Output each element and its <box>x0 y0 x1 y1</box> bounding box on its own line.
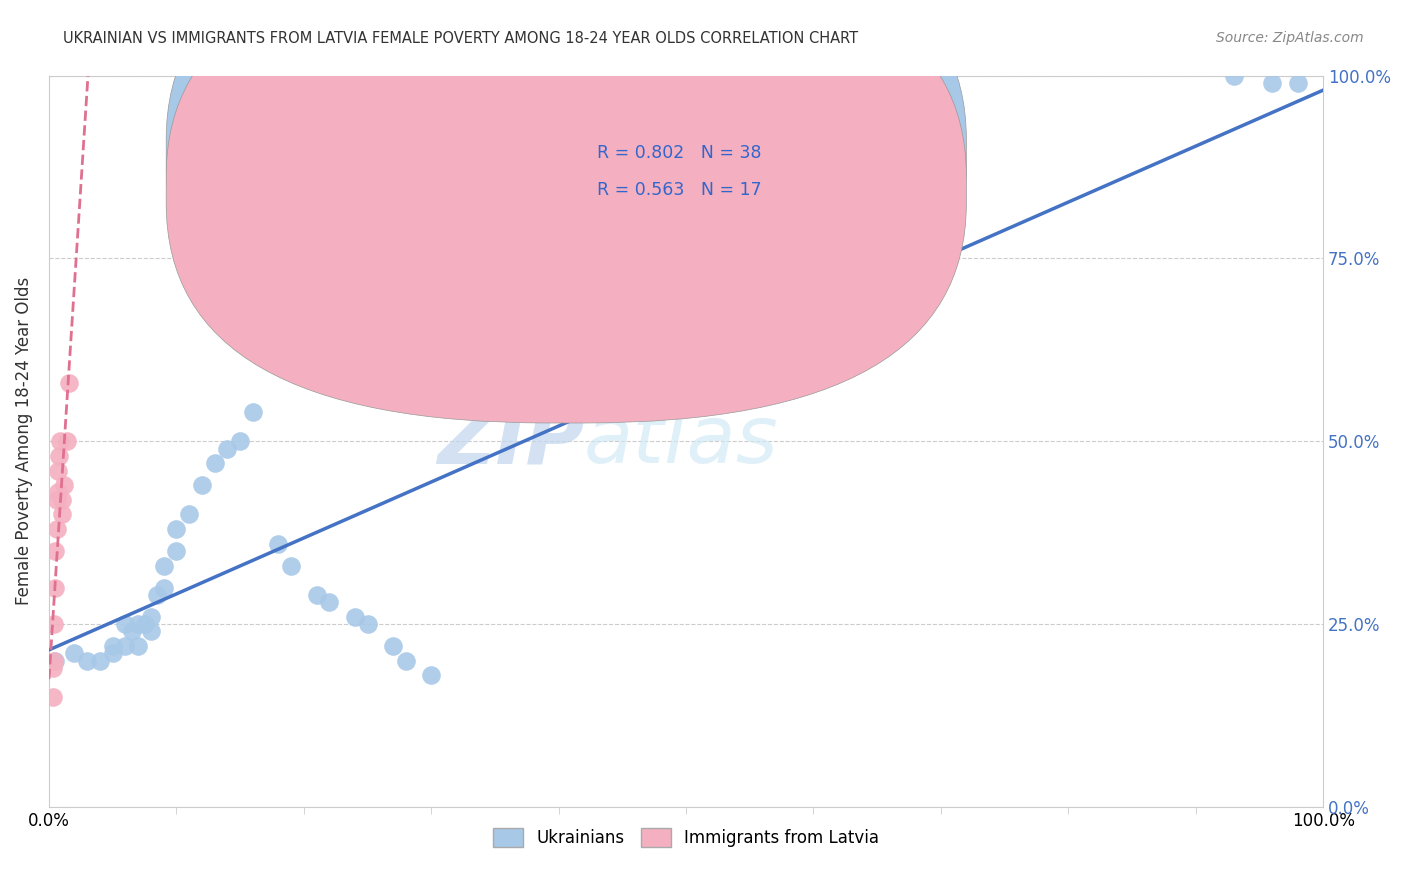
Point <box>42 661 65 675</box>
Point <box>101 639 124 653</box>
Point <box>165 522 187 536</box>
Point <box>42 654 65 668</box>
Point <box>191 478 214 492</box>
Point <box>127 639 149 653</box>
Point <box>101 647 124 661</box>
Point <box>44 654 66 668</box>
Point <box>139 624 162 639</box>
Point <box>42 690 65 705</box>
Point <box>114 617 136 632</box>
Point <box>46 485 69 500</box>
Point <box>318 595 340 609</box>
Point <box>267 537 290 551</box>
Point <box>395 654 418 668</box>
Text: UKRAINIAN VS IMMIGRANTS FROM LATVIA FEMALE POVERTY AMONG 18-24 YEAR OLDS CORRELA: UKRAINIAN VS IMMIGRANTS FROM LATVIA FEMA… <box>63 31 859 46</box>
FancyBboxPatch shape <box>166 0 966 386</box>
Point <box>127 617 149 632</box>
Point <box>165 544 187 558</box>
Point <box>48 449 70 463</box>
Point <box>44 581 66 595</box>
Point <box>89 654 111 668</box>
Point <box>254 310 277 324</box>
Point <box>121 624 143 639</box>
Point <box>1261 76 1284 90</box>
Point <box>45 522 67 536</box>
Text: ZIP: ZIP <box>437 402 583 480</box>
FancyBboxPatch shape <box>527 123 820 219</box>
Text: R = 0.802   N = 38: R = 0.802 N = 38 <box>598 145 762 162</box>
Point <box>46 464 69 478</box>
Point <box>134 617 156 632</box>
Point <box>229 434 252 449</box>
Point <box>242 405 264 419</box>
Point <box>382 639 405 653</box>
Text: atlas: atlas <box>583 402 779 480</box>
Point <box>51 508 73 522</box>
Point <box>217 442 239 456</box>
Y-axis label: Female Poverty Among 18-24 Year Olds: Female Poverty Among 18-24 Year Olds <box>15 277 32 606</box>
Point <box>56 434 79 449</box>
Point <box>42 617 65 632</box>
Point <box>51 492 73 507</box>
Point <box>152 581 174 595</box>
Point <box>1223 69 1246 83</box>
Point <box>76 654 98 668</box>
Point <box>204 456 226 470</box>
Point <box>139 610 162 624</box>
Point <box>280 558 302 573</box>
Point <box>58 376 80 390</box>
Point <box>63 647 86 661</box>
Point <box>356 617 378 632</box>
Point <box>53 478 76 492</box>
Text: Source: ZipAtlas.com: Source: ZipAtlas.com <box>1216 31 1364 45</box>
Point <box>1286 76 1309 90</box>
Point <box>44 544 66 558</box>
Text: R = 0.563   N = 17: R = 0.563 N = 17 <box>598 181 762 199</box>
FancyBboxPatch shape <box>166 0 966 423</box>
Point <box>146 588 169 602</box>
Point <box>305 588 328 602</box>
Point <box>343 610 366 624</box>
Point <box>420 668 443 682</box>
Point <box>49 434 72 449</box>
Point <box>152 558 174 573</box>
Legend: Ukrainians, Immigrants from Latvia: Ukrainians, Immigrants from Latvia <box>486 821 886 854</box>
Point <box>114 639 136 653</box>
Point <box>45 492 67 507</box>
Point <box>179 508 201 522</box>
